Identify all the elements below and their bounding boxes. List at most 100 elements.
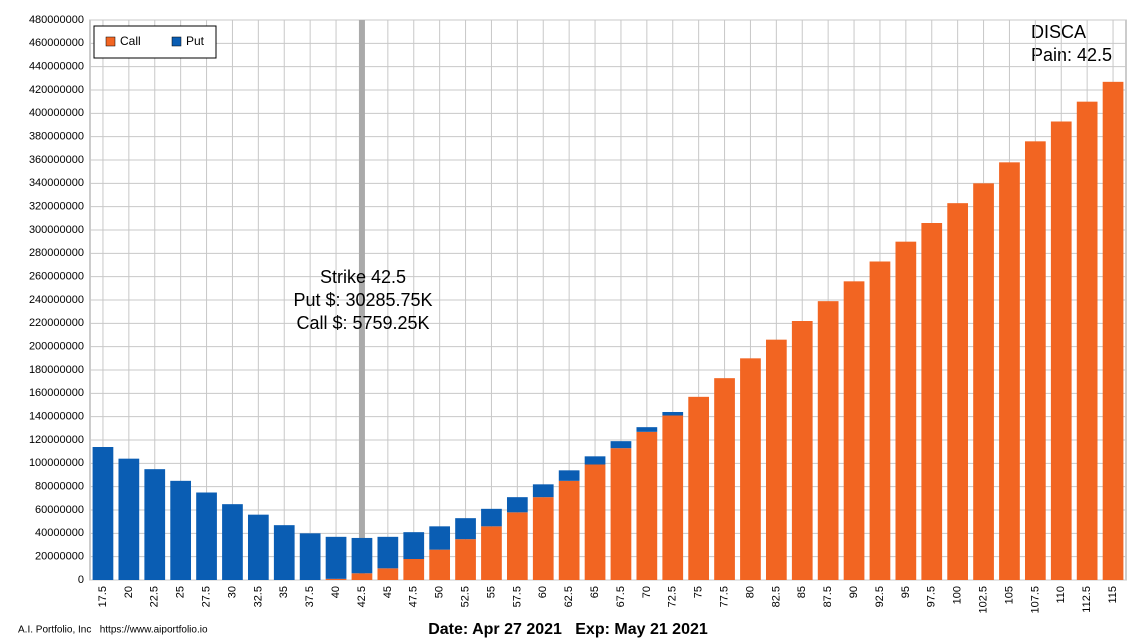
x-tick-label: 35 — [278, 586, 290, 598]
x-tick-label: 97.5 — [926, 586, 938, 607]
x-tick-label: 32.5 — [252, 586, 264, 607]
y-tick-label: 340000000 — [29, 177, 84, 189]
y-tick-label: 240000000 — [29, 294, 84, 306]
y-tick-label: 60000000 — [35, 504, 84, 516]
x-tick-label: 95 — [900, 586, 912, 598]
bar — [558, 470, 580, 481]
x-tick-label: 40 — [330, 586, 342, 598]
bar — [325, 578, 347, 580]
y-tick-label: 320000000 — [29, 201, 84, 213]
x-tick-label: 110 — [1055, 586, 1067, 604]
x-tick-label: 77.5 — [718, 586, 730, 607]
x-tick-label: 27.5 — [200, 586, 212, 607]
bar — [506, 497, 528, 513]
bar — [92, 447, 114, 580]
x-tick-label: 70 — [641, 586, 653, 598]
y-tick-label: 400000000 — [29, 107, 84, 119]
bar — [895, 241, 917, 580]
bar — [351, 537, 373, 574]
bar — [532, 484, 554, 498]
y-tick-label: 200000000 — [29, 341, 84, 353]
bar — [377, 568, 399, 580]
bar — [144, 469, 166, 580]
bar — [921, 223, 943, 580]
bar — [740, 358, 761, 580]
x-tick-label: 30 — [226, 586, 238, 598]
y-tick-label: 220000000 — [29, 317, 84, 329]
bar — [636, 431, 658, 580]
x-tick-label: 22.5 — [149, 586, 161, 607]
x-tick-label: 105 — [1003, 586, 1015, 604]
chart-subtitle: Pain: 42.5 — [1031, 45, 1112, 65]
bar — [481, 526, 502, 580]
bar — [506, 512, 528, 580]
x-tick-label: 100 — [952, 586, 964, 604]
bar — [429, 526, 451, 550]
y-tick-label: 140000000 — [29, 411, 84, 423]
bar — [455, 518, 476, 540]
footer-center: Date: Apr 27 2021 Exp: May 21 2021 — [428, 621, 708, 638]
bar — [662, 415, 684, 580]
x-tick-label: 65 — [589, 586, 601, 598]
bar — [325, 536, 347, 579]
y-tick-label: 420000000 — [29, 84, 84, 96]
x-tick-label: 82.5 — [770, 586, 782, 607]
bar — [999, 162, 1020, 581]
bar — [558, 480, 580, 580]
bar — [1050, 121, 1072, 580]
y-tick-label: 380000000 — [29, 131, 84, 143]
x-tick-label: 55 — [485, 586, 497, 598]
x-tick-label: 115 — [1107, 586, 1119, 604]
bar — [532, 497, 554, 580]
bar — [688, 396, 710, 580]
bar — [403, 559, 425, 580]
y-tick-label: 440000000 — [29, 61, 84, 73]
y-tick-label: 300000000 — [29, 224, 84, 236]
x-tick-label: 52.5 — [459, 586, 471, 607]
bar — [247, 514, 269, 580]
legend-label: Put — [186, 34, 205, 48]
bar — [299, 533, 321, 580]
bar — [973, 183, 994, 581]
x-tick-label: 20 — [123, 586, 135, 598]
x-tick-label: 42.5 — [356, 586, 368, 607]
x-tick-label: 62.5 — [563, 586, 575, 607]
pain-marker — [358, 20, 365, 580]
y-tick-label: 40000000 — [35, 527, 84, 539]
bar — [843, 281, 865, 580]
bar — [584, 464, 606, 580]
bar — [714, 378, 735, 580]
y-tick-label: 460000000 — [29, 37, 84, 49]
legend-swatch — [105, 36, 116, 47]
bar — [403, 532, 425, 559]
x-tick-label: 60 — [537, 586, 549, 598]
y-tick-label: 20000000 — [35, 551, 84, 563]
x-tick-label: 80 — [744, 586, 756, 598]
x-tick-label: 57.5 — [511, 586, 523, 607]
bar — [817, 301, 839, 580]
bar — [351, 573, 373, 580]
bar — [118, 458, 140, 580]
x-tick-label: 25 — [175, 586, 187, 598]
y-tick-label: 120000000 — [29, 434, 84, 446]
bar — [610, 448, 632, 580]
x-tick-label: 67.5 — [615, 586, 627, 607]
bar — [584, 456, 606, 465]
y-tick-label: 100000000 — [29, 457, 84, 469]
footer-left: A.I. Portfolio, Inc https://www.aiportfo… — [18, 625, 208, 636]
x-tick-label: 102.5 — [977, 586, 989, 614]
y-tick-label: 360000000 — [29, 154, 84, 166]
chart-title: DISCA — [1031, 22, 1086, 42]
annotation: Call $: 5759.25K — [296, 313, 429, 333]
x-tick-label: 90 — [848, 586, 860, 598]
bar — [1024, 141, 1046, 581]
y-tick-label: 280000000 — [29, 247, 84, 259]
legend-label: Call — [120, 34, 141, 48]
x-tick-label: 47.5 — [408, 586, 420, 607]
bar — [869, 261, 891, 580]
x-tick-label: 50 — [434, 586, 446, 598]
bar — [1076, 101, 1098, 581]
x-tick-label: 75 — [693, 586, 705, 598]
y-tick-label: 80000000 — [35, 481, 84, 493]
